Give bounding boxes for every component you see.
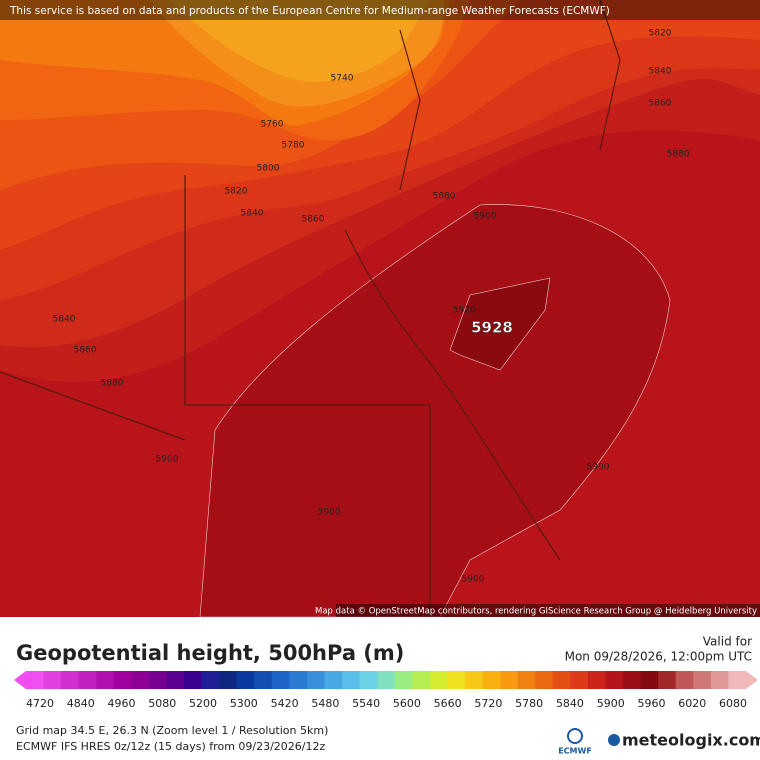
contour-label: 5840 [649,67,672,77]
colorbar-segment [587,671,607,689]
colorbar-segment [675,671,694,689]
contour-label: 5780 [282,141,305,151]
colorbar-segment [271,671,290,689]
contour-label: 5860 [649,99,672,109]
colorbar-segment [640,671,659,689]
colorbar-segment [306,671,326,689]
colorbar-segment [447,671,466,689]
maximum-label: 5928 [471,319,513,337]
colorbar-segment [482,671,501,689]
colorbar-segment [201,671,220,689]
contour-label: 5760 [261,120,284,130]
colorbar-segment [377,671,396,689]
colorbar-segment [605,671,624,689]
contour-label: 5880 [667,150,690,160]
colorbar-tick-label: 6080 [719,697,747,710]
contour-label: 5920 [453,306,476,316]
colorbar-segment [570,671,589,689]
colorbar-segment [61,671,80,689]
contour-label: 5880 [433,192,456,202]
colorbar-tick-label: 5080 [148,697,176,710]
colorbar-tick-label: 4960 [108,697,136,710]
contour-label: 5820 [649,29,672,39]
contour-label: 5900 [587,463,610,473]
colorbar-segment [412,671,431,689]
contour-label: 5820 [225,187,248,197]
colorbar-tick-label: 5420 [271,697,299,710]
colorbar-segment [465,671,484,689]
contour-label: 5880 [101,379,124,389]
colorbar-tick-label: 5600 [393,697,421,710]
map: 5820 5840 5860 5880 5740 5760 5780 5800 … [0,0,760,618]
colorbar-segment [289,671,308,689]
brand[interactable]: meteologix.com [622,731,760,750]
colorbar-segment [517,671,536,689]
colorbar-segment [26,671,45,689]
colorbar-arrow [14,671,26,689]
colorbar-segment [219,671,238,689]
colorbar-segment [131,671,150,689]
colorbar-segment [166,671,185,689]
banner: This service is based on data and produc… [9,5,610,17]
colorbar-segment [359,671,378,689]
legend-panel: Geopotential height, 500hPa (m) Valid fo… [14,635,760,756]
colorbar-segment [623,671,642,689]
contour-label: 5740 [331,74,354,84]
colorbar-segment [113,671,132,689]
colorbar-segment [429,671,448,689]
colorbar-tick-label: 5900 [597,697,625,710]
colorbar-segment [535,671,554,689]
model-info: ECMWF IFS HRES 0z/12z (15 days) from 09/… [16,740,326,753]
contour-label: 5900 [462,575,485,585]
contour-label: 5900 [318,508,341,518]
contour-label: 5840 [241,209,264,219]
contour-label: 5900 [474,212,497,222]
brand-icon [608,734,620,746]
colorbar-tick-label: 6020 [678,697,706,710]
contour-label: 5840 [53,315,76,325]
contour-label: 5860 [302,215,325,225]
colorbar-segment [500,671,519,689]
colorbar-segment [693,671,712,689]
colorbar-segment [710,671,729,689]
colorbar-segment [254,671,273,689]
valid-time: Mon 09/28/2026, 12:00pm UTC [565,650,752,664]
attribution: Map data © OpenStreetMap contributors, r… [315,607,757,617]
colorbar-segment [96,671,115,689]
colorbar-segment [394,671,413,689]
colorbar: 4720 4840 4960 5080 5200 5300 5420 5480 5540 5600… [14,671,758,710]
colorbar-tick-label: 5200 [189,697,217,710]
valid-label: Valid for [703,635,752,649]
colorbar-segment [324,671,343,689]
colorbar-tick-label: 5960 [637,697,665,710]
colorbar-segment [728,671,747,689]
colorbar-tick-label: 5540 [352,697,380,710]
colorbar-arrow [746,671,758,689]
colorbar-tick-label: 5300 [230,697,258,710]
ecmwf-logo: ECMWF [558,747,592,756]
colorbar-segment [148,671,167,689]
colorbar-segment [658,671,677,689]
colorbar-segment [342,671,361,689]
colorbar-tick-label: 5780 [515,697,543,710]
colorbar-tick-label: 5480 [311,697,339,710]
colorbar-segment [78,671,97,689]
colorbar-tick-label: 4720 [26,697,54,710]
colorbar-tick-label: 4840 [67,697,95,710]
colorbar-segment [43,671,62,689]
colorbar-segment [184,671,203,689]
colorbar-tick-label: 5840 [556,697,584,710]
grid-info: Grid map 34.5 E, 26.3 N (Zoom level 1 / … [16,724,328,737]
contour-label: 5860 [74,346,97,356]
legend-title: Geopotential height, 500hPa (m) [16,641,404,665]
colorbar-tick-label: 5660 [434,697,462,710]
colorbar-segment [236,671,255,689]
colorbar-tick-label: 5720 [474,697,502,710]
colorbar-segment [552,671,571,689]
contour-label: 5900 [156,455,179,465]
ecmwf-icon [567,728,583,744]
contour-label: 5800 [257,164,280,174]
